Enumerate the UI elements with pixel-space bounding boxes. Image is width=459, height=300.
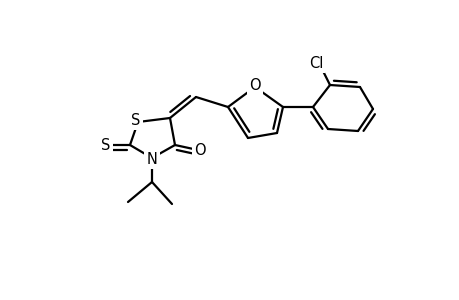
Text: S: S — [131, 112, 140, 128]
Text: N: N — [146, 152, 157, 166]
Text: S: S — [101, 137, 111, 152]
Text: O: O — [249, 77, 260, 92]
Text: O: O — [194, 142, 205, 158]
Text: Cl: Cl — [308, 56, 323, 70]
